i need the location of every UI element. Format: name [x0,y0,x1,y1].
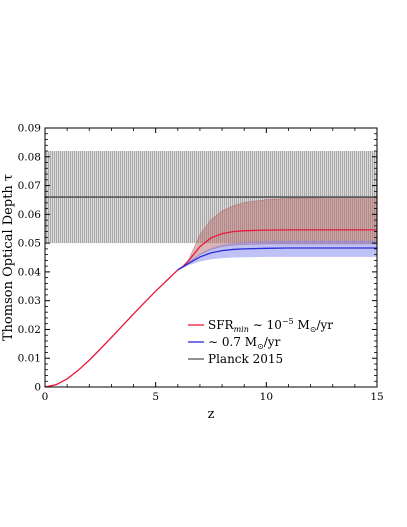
legend-label-sfr-min: SFRmin ∼ 10−5 M⊙/yr [208,317,333,334]
series-lines [44,196,377,388]
y-axis-label: Thomson Optical Depth τ [1,174,16,341]
x-tick-label-10: 10 [260,391,273,403]
y-tick-label-0.09: 0.09 [18,123,41,135]
y-tick-label-0.07: 0.07 [18,180,41,192]
axis-ticks: 0 5 10 15 0 0.01 0.02 0.03 0.04 0.05 0.06 0.07 0.08 0… [18,123,384,404]
x-tick-label-5: 5 [152,391,159,403]
legend-entry-planck-2015: Planck 2015 [188,352,283,366]
x-tick-label-15: 15 [370,391,383,403]
legend-label-0.7: ∼ 0.7 M⊙/yr [208,335,281,351]
x-axis-label: z [208,407,215,422]
y-tick-label-0.06: 0.06 [18,209,42,221]
y-tick-label-0.04: 0.04 [18,266,42,278]
legend-entry-0.7: ∼ 0.7 M⊙/yr [188,335,281,351]
y-tick-label-0.05: 0.05 [18,238,41,250]
y-tick-label-0: 0 [34,382,41,394]
legend-label-planck-2015: Planck 2015 [208,352,283,366]
y-tick-label-0.03: 0.03 [18,295,41,307]
y-tick-label-0.02: 0.02 [18,324,41,336]
plot-frame [44,127,378,388]
y-tick-label-0.08: 0.08 [18,151,41,163]
legend-entry-sfr-min: SFRmin ∼ 10−5 M⊙/yr [188,317,333,334]
legend: SFRmin ∼ 10−5 M⊙/yr ∼ 0.7 M⊙/yr Planck 2… [188,317,333,366]
series-line-0.7-m-yr [177,247,377,271]
x-tick-label-0: 0 [42,391,49,403]
y-tick-label-0.01: 0.01 [18,353,41,365]
band-sfr-min-10-5-m-yr [45,197,377,387]
